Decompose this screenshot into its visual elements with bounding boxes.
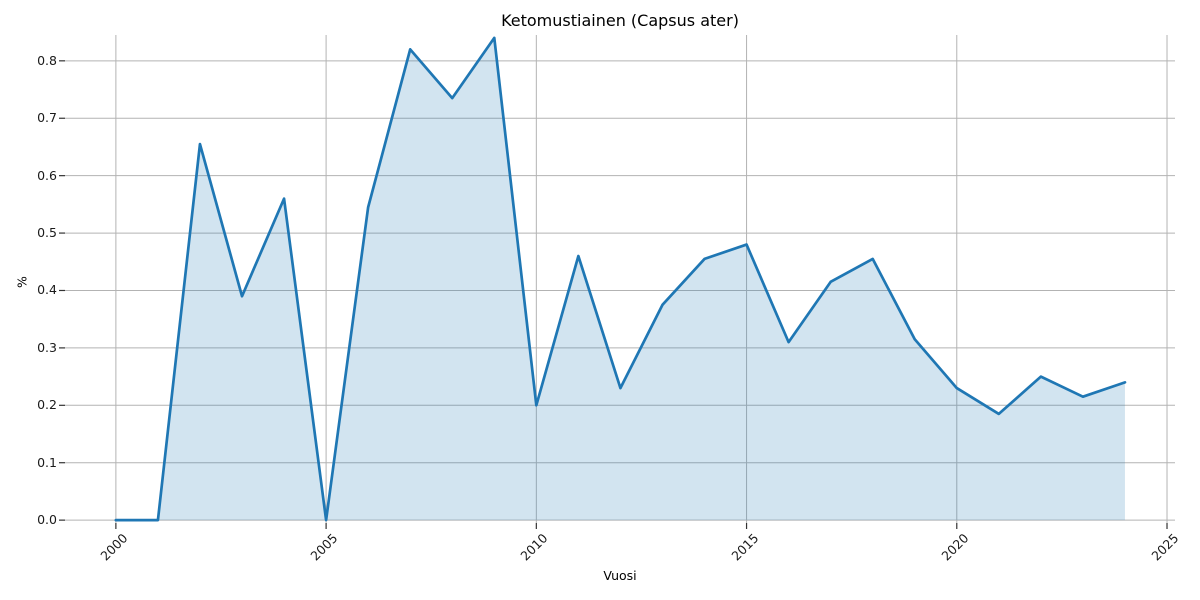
y-tick-label: 0.1	[37, 454, 57, 470]
y-tick-label: 0.3	[37, 339, 57, 355]
y-tick-label: 0.8	[37, 52, 57, 68]
x-axis-label: Vuosi	[603, 568, 637, 583]
y-tick-label: 0.0	[37, 512, 57, 528]
y-tick-label: 0.5	[37, 225, 57, 241]
axis-tick-marks	[59, 60, 1168, 529]
y-tick-label: 0.2	[37, 397, 57, 413]
gridlines	[65, 35, 1175, 523]
y-tick-label: 0.6	[37, 167, 57, 183]
chart-title: Ketomustiainen (Capsus ater)	[501, 11, 739, 30]
series-line	[114, 36, 1127, 522]
series-area-fill	[115, 37, 1125, 521]
y-axis-label: %	[14, 276, 30, 288]
y-tick-label: 0.7	[37, 110, 57, 126]
y-tick-label: 0.4	[37, 282, 57, 298]
